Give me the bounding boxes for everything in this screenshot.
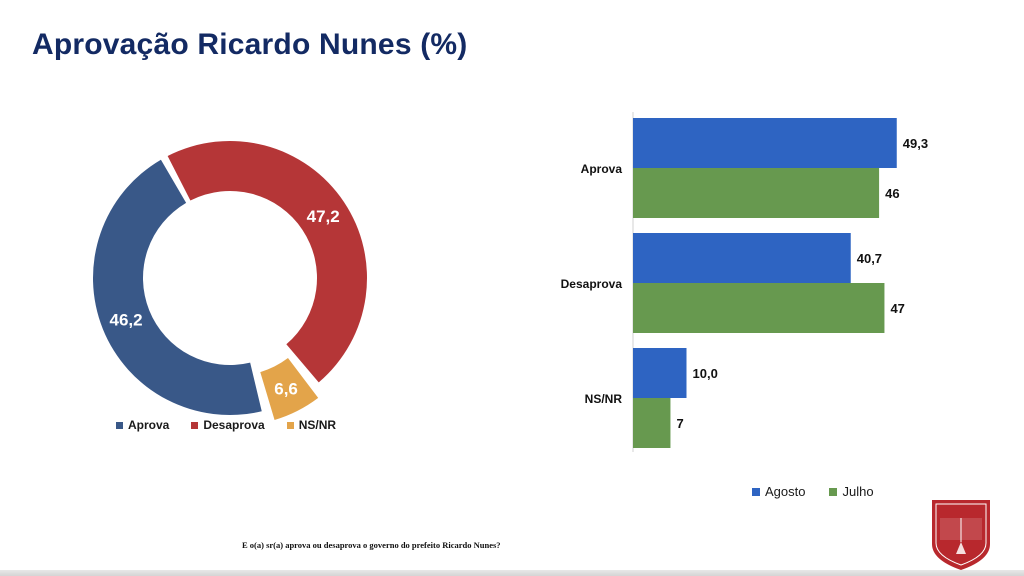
donut-label-ns-nr: 6,6 xyxy=(274,380,298,399)
bar-category-desaprova: Desaprova xyxy=(561,277,623,291)
donut-legend: Aprova Desaprova NS/NR xyxy=(116,418,336,432)
footer-divider xyxy=(0,570,1024,576)
legend-label: Agosto xyxy=(765,484,806,499)
page-title: Aprovação Ricardo Nunes (%) xyxy=(32,28,468,61)
survey-question: E o(a) sr(a) aprova ou desaprova o gover… xyxy=(242,540,501,550)
donut-slice-aprova xyxy=(93,159,262,415)
legend-item-julho: Julho xyxy=(829,484,874,499)
donut-slice-desaprova xyxy=(167,140,368,383)
donut-slice-ns-nr xyxy=(260,358,319,420)
bar-label-julho-aprova: 46 xyxy=(885,186,899,201)
donut-label-aprova: 46,2 xyxy=(109,311,142,330)
legend-swatch xyxy=(116,421,123,429)
legend-label: Desaprova xyxy=(203,418,265,432)
donut-label-desaprova: 47,2 xyxy=(307,207,340,226)
legend-label: Aprova xyxy=(128,418,170,432)
legend-item-aprova: Aprova xyxy=(116,418,169,432)
bar-agosto-aprova xyxy=(633,118,897,168)
bar-category-ns-nr: NS/NR xyxy=(585,392,623,406)
bar-julho-ns-nr xyxy=(633,398,671,448)
bar-label-julho-desaprova: 47 xyxy=(890,301,904,316)
legend-label: NS/NR xyxy=(298,418,337,432)
legend-item-agosto: Agosto xyxy=(752,484,805,499)
bar-julho-desaprova xyxy=(633,283,885,333)
bar-agosto-desaprova xyxy=(633,233,851,283)
bar-category-aprova: Aprova xyxy=(581,162,623,176)
legend-item-ns-nr: NS/NR xyxy=(286,418,337,432)
legend-swatch xyxy=(829,487,838,496)
bar-legend: Agosto Julho xyxy=(752,484,874,499)
seal-icon xyxy=(932,500,990,570)
bar-agosto-ns-nr xyxy=(633,348,687,398)
legend-swatch xyxy=(286,421,294,429)
legend-label: Julho xyxy=(842,484,874,499)
bar-label-julho-ns-nr: 7 xyxy=(676,416,683,431)
bar-label-agosto-aprova: 49,3 xyxy=(903,136,928,151)
bar-label-agosto-desaprova: 40,7 xyxy=(857,251,882,266)
legend-swatch xyxy=(752,487,760,496)
fespsp-logo xyxy=(928,498,994,572)
bar-julho-aprova xyxy=(633,168,880,218)
legend-item-desaprova: Desaprova xyxy=(191,418,265,432)
legend-swatch xyxy=(191,421,199,429)
bar-label-agosto-ns-nr: 10,0 xyxy=(693,366,718,381)
